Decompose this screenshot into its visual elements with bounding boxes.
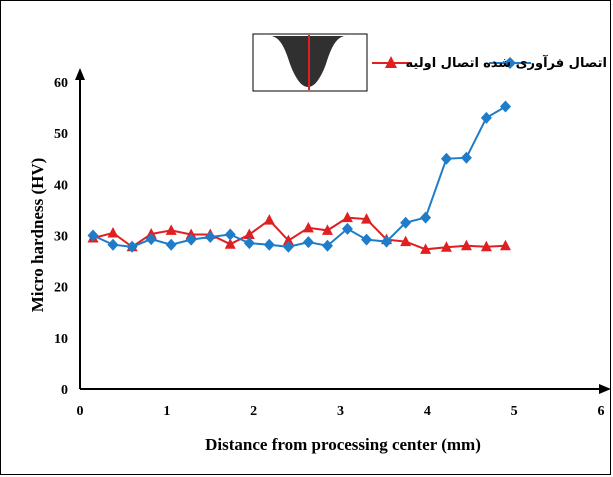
y-tick-label: 0 — [61, 383, 68, 398]
data-point-diamond — [400, 216, 412, 229]
legend-item-initial: اتصال اولیه — [372, 56, 479, 71]
x-tick-label: 0 — [77, 404, 84, 419]
series-line-initial — [92, 216, 506, 251]
data-point-triangle — [460, 239, 472, 251]
data-point-diamond — [460, 151, 472, 164]
weld-cross-section-image — [252, 33, 368, 92]
y-tick-label: 10 — [54, 332, 68, 347]
x-tick-label: 2 — [250, 404, 257, 419]
x-tick-label: 5 — [511, 404, 518, 419]
data-point-diamond — [341, 222, 353, 235]
legend-marker-triangle — [385, 56, 397, 68]
legend: اتصال فرآوری شده اتصال اولیه — [372, 54, 607, 71]
data-point-diamond — [361, 233, 373, 246]
data-point-triangle — [420, 243, 432, 254]
data-point-diamond — [480, 111, 492, 124]
data-point-triangle — [321, 224, 333, 235]
data-point-diamond — [302, 236, 314, 249]
data-point-triangle — [400, 235, 412, 247]
data-point-triangle — [440, 241, 452, 252]
data-point-diamond — [321, 239, 333, 252]
legend-label-initial: اتصال اولیه — [406, 56, 479, 71]
data-point-diamond — [145, 233, 157, 246]
data-point-triangle — [224, 238, 236, 249]
data-point-diamond — [204, 231, 216, 244]
data-point-triangle — [361, 213, 373, 224]
data-point-triangle — [341, 211, 353, 223]
axes: 0 10 20 30 40 50 60 0 1 2 3 4 5 6 — [54, 68, 611, 419]
y-axis-title: Micro hardness (HV) — [28, 158, 47, 313]
x-tick-label: 4 — [424, 404, 431, 419]
data-point-diamond — [282, 240, 294, 253]
data-point-triangle — [263, 214, 275, 225]
data-point-diamond — [87, 229, 99, 242]
data-point-triangle — [302, 221, 314, 233]
x-axis-title: Distance from processing center (mm) — [205, 435, 481, 454]
data-point-diamond — [107, 238, 119, 251]
data-point-triangle — [243, 228, 255, 239]
data-point-diamond — [381, 235, 393, 248]
data-point-triangle — [282, 234, 294, 246]
y-axis-arrow — [75, 68, 85, 80]
data-point-diamond — [440, 152, 452, 165]
x-tick-label: 1 — [163, 404, 170, 419]
data-point-diamond — [420, 211, 432, 224]
data-point-diamond — [243, 237, 255, 250]
series-layer — [87, 100, 511, 254]
data-point-triangle — [165, 224, 177, 235]
y-tick-label: 30 — [54, 230, 68, 245]
data-point-diamond — [126, 240, 138, 253]
data-point-diamond — [499, 100, 511, 113]
y-tick-label: 50 — [54, 127, 68, 142]
data-point-diamond — [185, 233, 197, 246]
x-tick-label: 6 — [598, 404, 605, 419]
x-tick-label: 3 — [337, 404, 344, 419]
y-tick-label: 60 — [54, 76, 68, 91]
data-point-triangle — [499, 239, 511, 251]
x-axis-arrow — [599, 384, 611, 394]
y-tick-label: 20 — [54, 281, 68, 296]
legend-item-processed: اتصال فرآوری شده — [483, 54, 607, 71]
legend-label-processed: اتصال فرآوری شده — [483, 54, 607, 71]
data-point-triangle — [480, 240, 492, 252]
y-tick-label: 40 — [54, 178, 68, 193]
series-line-processed — [92, 105, 507, 248]
data-point-triangle — [107, 226, 119, 238]
legend-marker-diamond — [504, 57, 516, 69]
data-point-diamond — [263, 238, 275, 251]
data-point-diamond — [224, 228, 236, 241]
data-point-diamond — [165, 238, 177, 251]
